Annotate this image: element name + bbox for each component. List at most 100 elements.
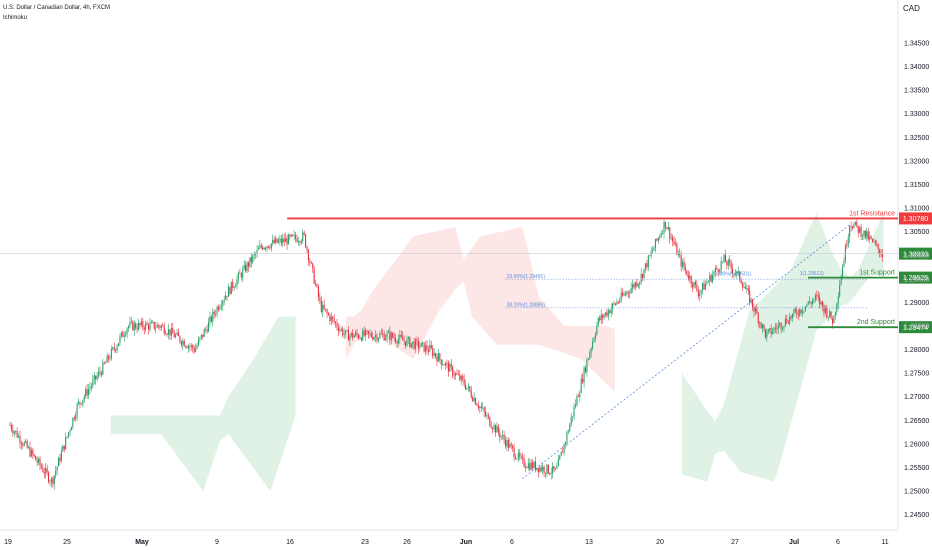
candle-body [633,284,635,288]
candle-body [729,260,731,263]
candle-body [162,325,164,327]
candle-body [714,268,716,273]
candle-body [53,475,55,485]
candle-body [90,385,92,388]
candle-body [740,280,742,284]
candle-body [143,327,145,330]
candle-body [269,247,271,249]
candle-body [786,318,788,323]
candle-body [280,238,282,243]
candle-body [669,227,671,239]
last-price-box [899,247,932,260]
candle-body [742,283,744,288]
candle-body [65,437,67,450]
fib-label: 0.00%(1.29501) [716,272,752,278]
candle-body [103,362,105,364]
candle-body [377,337,379,341]
candle-body [660,233,662,237]
candle-body [385,337,387,341]
candle-body [704,283,706,290]
candle-body [430,345,432,349]
candle-body [796,311,798,315]
candle-body [839,285,841,297]
candle-body [285,238,287,242]
candle-body [407,337,409,339]
candle-body [335,322,337,323]
candle-body [573,406,575,417]
candle-body [764,329,766,338]
candle-body [490,425,492,428]
candle-body [867,231,869,240]
candle-body [397,339,399,344]
candle-body [612,303,614,309]
fib-label: 23.60%(1.29491) [507,274,546,280]
candle-body [127,326,130,329]
candle-body [869,236,871,240]
candle-body [379,333,381,338]
candle-body [296,238,298,243]
candle-body [249,257,251,267]
candle-body [163,325,165,334]
candle-body [524,466,527,468]
y-tick-label: 1.33000 [904,111,929,118]
candle-body [513,447,515,458]
x-tick-label: 9 [215,539,219,546]
candle-body [777,325,779,329]
candle-body [469,386,471,391]
candle-body [780,323,782,329]
candle-body [483,407,485,412]
candle-body [546,464,548,474]
candle-body [252,255,254,263]
candle-body [26,441,28,448]
candle-body [526,467,528,469]
candle-body [656,238,658,241]
candle-body [95,375,97,380]
candle-body [640,273,642,282]
candle-body [70,427,72,431]
candle-body [720,261,722,271]
candle-body [514,457,517,459]
candle-body [146,323,148,325]
candle-body [679,253,681,256]
y-tick-label: 1.30500 [904,229,929,236]
candle-body [749,290,751,303]
candle-body [213,311,215,315]
candle-body [813,299,815,301]
candle-body [462,375,464,379]
candle-body [804,306,806,311]
candle-body [841,266,844,277]
candle-body [332,316,334,319]
candle-body [369,333,371,335]
candle-body [399,334,401,340]
candle-body [821,301,824,306]
candle-body [299,241,301,243]
candle-body [506,440,508,447]
candle-body [220,305,222,307]
candle-body [355,332,357,336]
candle-body [739,271,741,281]
candle-body [791,313,794,319]
candle-body [467,386,469,388]
candle-body [712,275,714,282]
candle-body [226,295,228,297]
candle-body [654,238,657,248]
candle-body [707,280,709,283]
candle-body [582,378,584,383]
candle-body [66,436,68,438]
candle-body [409,337,411,348]
candle-body [693,281,695,288]
candle-body [349,335,351,341]
candle-body [365,330,367,336]
candle-body [616,301,618,305]
candle-body [444,362,447,366]
level-price-label-0: 1.30780 [903,216,928,223]
candle-body [315,283,317,285]
candle-body [123,335,125,337]
candle-body [426,345,428,351]
x-tick-label: 6 [836,539,840,546]
candle-body [830,311,832,319]
level-name-2: 2nd Support [857,319,895,326]
candle-body [793,309,795,314]
candle-body [689,275,691,279]
